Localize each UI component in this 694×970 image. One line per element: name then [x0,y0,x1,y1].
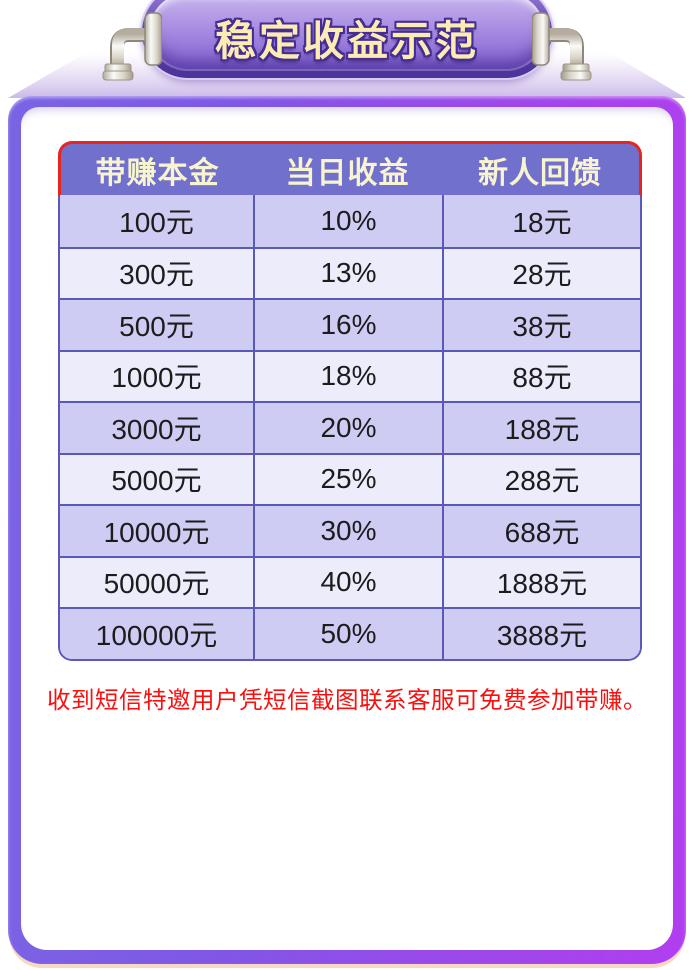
cell-principal: 3000元 [111,413,202,445]
cell-newcomer-bonus: 688元 [442,506,640,556]
cell-newcomer-bonus: 18元 [442,195,640,247]
pipe-icon-right [532,12,592,81]
cell-daily-rate: 10% [253,195,442,247]
cell-daily-rate: 20% [253,403,442,453]
cell-newcomer-bonus: 28元 [442,248,640,298]
cell-principal: 50000元 [103,568,210,600]
table-row: 500元 16% 38元 [60,298,640,350]
cell-daily-rate: 13% [253,248,442,298]
cell-daily-rate: 18% [253,351,442,401]
pipe-icon-left [102,12,162,81]
table-row: 50000元 40% 1888元 [60,555,640,607]
table-header-row: 带赚本金 当日收益 新人回馈 [58,141,642,195]
cell-principal: 100000元 [95,619,218,651]
page-title: 稳定收益示范 [215,18,479,64]
header-cell-daily-rate: 当日收益 [285,156,410,190]
cell-newcomer-bonus: 188元 [442,403,640,453]
cell-newcomer-bonus: 3888元 [442,609,640,659]
cell-daily-rate: 16% [253,300,442,350]
cell-daily-rate: 25% [253,454,442,504]
table-body: 100元 10% 18元 300元 13% 28元 500元 16% 38元 1… [58,195,642,661]
cell-daily-rate: 40% [253,557,442,607]
table-row: 10000元 30% 688元 [60,504,640,556]
title-banner: 稳定收益示范 [142,0,552,78]
cell-principal: 10000元 [103,516,210,548]
table-row: 5000元 25% 288元 [60,452,640,504]
header-cell-principal: 带赚本金 [95,156,220,190]
table-row: 300元 13% 28元 [60,246,640,298]
cell-principal: 300元 [119,259,194,291]
cell-principal: 5000元 [111,465,202,497]
cell-principal: 500元 [119,310,194,342]
cell-principal: 100元 [119,206,194,238]
table-row: 100元 10% 18元 [60,195,640,247]
income-table: 带赚本金 当日收益 新人回馈 100元 10% 18元 300元 13% 28元… [58,141,642,661]
title-banner-inner: 稳定收益示范 [149,0,545,71]
cell-newcomer-bonus: 88元 [442,351,640,401]
cell-principal: 1000元 [111,362,202,394]
cell-newcomer-bonus: 38元 [442,300,640,350]
cell-daily-rate: 30% [253,506,442,556]
cell-newcomer-bonus: 288元 [442,454,640,504]
table-row: 3000元 20% 188元 [60,401,640,453]
cell-newcomer-bonus: 1888元 [442,557,640,607]
table-row: 100000元 50% 3888元 [60,607,640,659]
table-row: 1000元 18% 88元 [60,349,640,401]
cell-daily-rate: 50% [253,609,442,659]
header-cell-newcomer-bonus: 新人回馈 [478,156,603,190]
sms-invite-notice: 收到短信特邀用户凭短信截图联系客服可免费参加带赚。 [47,687,647,713]
